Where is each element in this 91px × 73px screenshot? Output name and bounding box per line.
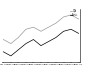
- Legend: Qld, Aust.: Qld, Aust.: [70, 9, 79, 17]
